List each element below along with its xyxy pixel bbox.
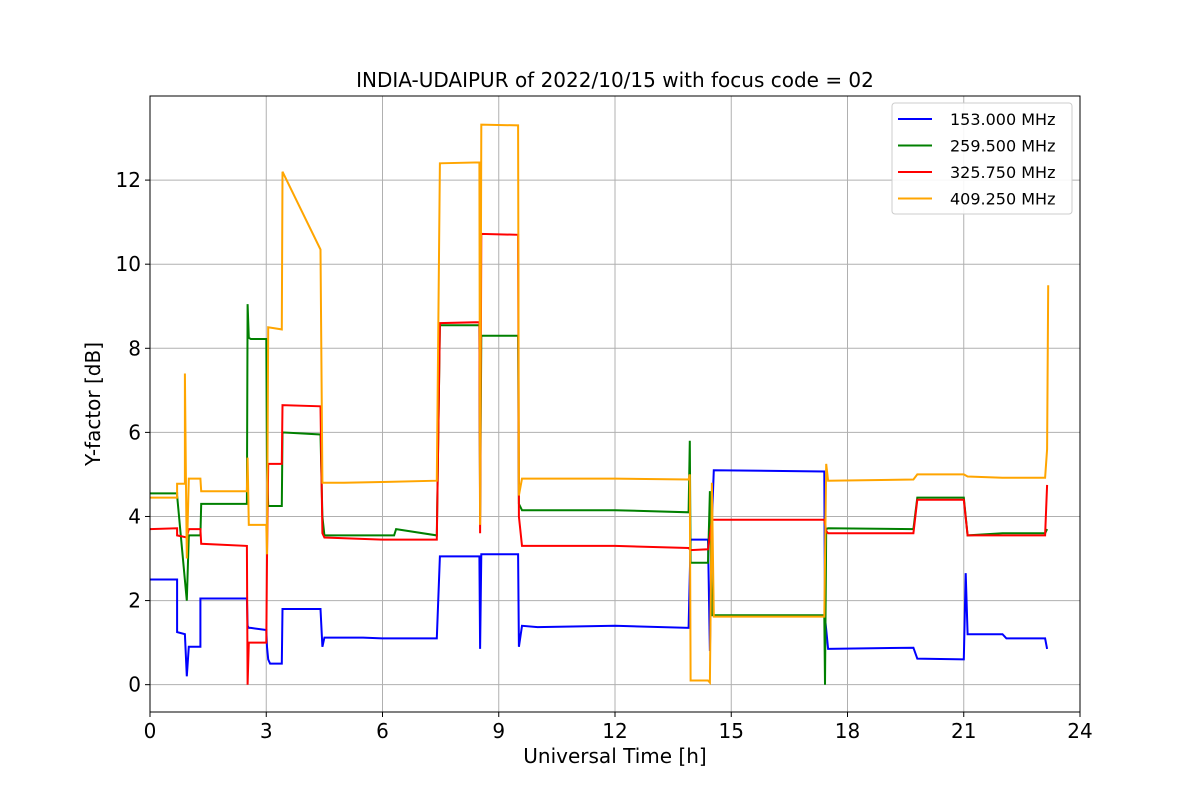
x-tick-label: 0 <box>144 719 157 743</box>
y-tick-label: 12 <box>116 168 141 192</box>
y-tick-label: 8 <box>128 336 141 360</box>
legend-frame <box>891 102 1073 215</box>
x-tick-label: 6 <box>376 719 389 743</box>
series-layer <box>149 123 1050 686</box>
legend-label-1: 259.500 MHz <box>950 137 1055 156</box>
y-tick-label: 6 <box>128 420 141 444</box>
y-axis-label: Y-factor [dB] <box>81 342 105 467</box>
x-tick-label: 24 <box>1067 719 1092 743</box>
x-axis-label: Universal Time [h] <box>523 744 706 768</box>
series-line-3 <box>150 123 1050 686</box>
y-tick-label: 2 <box>128 589 141 613</box>
x-tick-label: 12 <box>602 719 627 743</box>
x-tick-label: 3 <box>260 719 273 743</box>
legend-label-2: 325.750 MHz <box>950 163 1055 182</box>
legend-label-0: 153.000 MHz <box>950 110 1055 129</box>
legend-entries: 153.000 MHz 259.500 MHz 325.750 MHz 409.250… <box>898 110 1055 209</box>
x-tick-label: 9 <box>492 719 505 743</box>
legend: 153.000 MHz 259.500 MHz 325.750 MHz 409.250… <box>891 102 1073 215</box>
y-tick-label: 0 <box>128 673 141 697</box>
y-tick-label: 4 <box>128 504 141 528</box>
x-tick-label: 18 <box>835 719 860 743</box>
chart-title: INDIA-UDAIPUR of 2022/10/15 with focus c… <box>356 68 874 92</box>
legend-label-3: 409.250 MHz <box>950 190 1055 209</box>
y-tick-label: 10 <box>116 252 141 276</box>
x-tick-label: 15 <box>719 719 744 743</box>
x-tick-label: 21 <box>951 719 976 743</box>
